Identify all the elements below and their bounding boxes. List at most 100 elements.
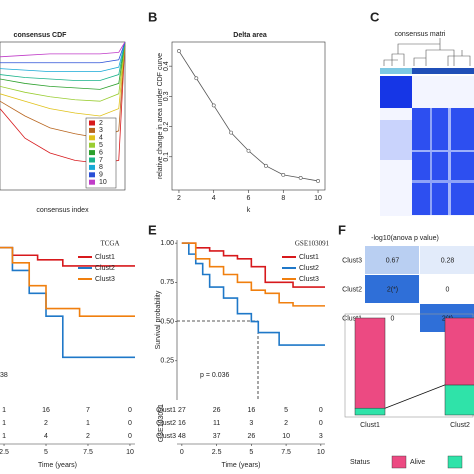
legend-label: Clust3: [95, 276, 115, 283]
legend-swatch: [89, 179, 95, 185]
bar-segment: [354, 407, 386, 416]
x-tick-label: 2.5: [212, 449, 222, 456]
data-line: [0, 41, 126, 81]
x-tick-label: 2.5: [0, 449, 9, 456]
legend-swatch: [89, 127, 95, 133]
data-line: [0, 41, 126, 90]
y-tick-label: 0.2: [163, 122, 170, 132]
risk-count: 27: [178, 407, 186, 414]
risk-count: 5: [284, 407, 288, 414]
x-axis-label: Time (years): [221, 462, 260, 469]
chart-title: -log10(anova p value): [371, 235, 439, 242]
legend-label: Clust3: [299, 276, 319, 283]
bar-segment: [444, 317, 474, 386]
x-tick-label: 10: [317, 449, 325, 456]
consensus-matrix: [380, 38, 474, 216]
risk-row-label: Clust3: [156, 433, 176, 440]
legend-label: 4: [99, 135, 103, 142]
legend-label: Clust2: [95, 265, 115, 272]
risk-count: 0: [128, 420, 132, 427]
risk-count: 16: [178, 420, 186, 427]
data-line: [0, 41, 126, 64]
survival-curve: [181, 242, 325, 307]
risk-count: 2: [284, 420, 288, 427]
cell-label: 2(*): [387, 286, 398, 293]
legend-swatch: [447, 455, 463, 469]
data-line: [178, 50, 319, 182]
risk-count: 1: [2, 407, 6, 414]
x-tick-label: Clust1: [360, 422, 380, 429]
data-point: [177, 49, 181, 53]
legend-swatch: [89, 157, 95, 163]
row-label: Clust3: [342, 257, 362, 264]
plot-frame: [171, 41, 326, 191]
risk-count: 0: [319, 407, 323, 414]
legend-label: 8: [99, 164, 103, 171]
heat-cell: [365, 246, 419, 274]
y-tick-label: 0.1: [163, 152, 170, 162]
legend-swatch: [89, 135, 95, 141]
plot-frame: [0, 41, 126, 191]
legend-swatch: [89, 164, 95, 170]
km-curves: [0, 246, 135, 359]
legend-swatch: [89, 172, 95, 178]
data-line: [0, 41, 126, 58]
chart-title: consensus CDF: [14, 32, 68, 39]
km-curves: [181, 242, 325, 346]
panel-label: C: [370, 9, 380, 24]
annotation: TCGA: [100, 240, 119, 248]
legend-label: Clust1: [95, 254, 115, 261]
x-tick-label: 5: [249, 449, 253, 456]
risk-count: 0: [128, 433, 132, 440]
p-value: 38: [0, 372, 8, 379]
risk-count: 7: [86, 407, 90, 414]
heat-cell: [420, 275, 474, 303]
risk-count: 37: [213, 433, 221, 440]
risk-count: 3: [249, 420, 253, 427]
heat-cell: [365, 275, 419, 303]
data-point: [316, 179, 320, 183]
risk-count: 26: [247, 433, 255, 440]
x-axis-label: k: [247, 207, 251, 214]
risk-count: 16: [42, 407, 50, 414]
data-point: [263, 163, 268, 168]
row-label: Clust2: [342, 286, 362, 293]
row-label: Clust1: [342, 315, 362, 322]
heat-cell: [420, 246, 474, 274]
data-point: [229, 130, 234, 135]
risk-count: 0: [128, 407, 132, 414]
risk-title: GSE103091: [158, 404, 165, 442]
data-point: [281, 172, 286, 177]
risk-count: 0: [319, 420, 323, 427]
x-axis-label: consensus index: [36, 207, 89, 214]
cell-label: 0.67: [386, 257, 400, 264]
x-tick-label: 8: [281, 195, 285, 202]
legend-label: 10: [99, 179, 107, 186]
cell-label: 0: [446, 286, 450, 293]
y-tick-label: 0.75: [160, 279, 174, 286]
risk-count: 1: [2, 433, 6, 440]
data-line: [0, 41, 126, 117]
panel-label: F: [338, 222, 346, 237]
risk-count: 11: [213, 420, 220, 427]
data-point: [211, 103, 216, 108]
x-tick-label: 10: [126, 449, 134, 456]
legend-label: 9: [99, 172, 103, 179]
survival-curve: [0, 246, 135, 359]
survival-curve: [0, 246, 135, 317]
risk-count: 1: [86, 420, 90, 427]
p-value: p = 0.036: [200, 372, 229, 379]
x-axis-label: Time (years): [38, 462, 77, 469]
panel-label: E: [148, 222, 157, 237]
risk-count: 16: [247, 407, 255, 414]
risk-count: 1: [2, 420, 6, 427]
y-tick-label: 1.00: [160, 240, 174, 247]
annotation: GSE103091: [295, 240, 330, 248]
y-axis-label: relative change in area under CDF curve: [157, 53, 164, 179]
data-line: [0, 41, 126, 164]
cell-label: 0.28: [441, 257, 455, 264]
data-line: [0, 41, 126, 139]
y-axis-label: Survival probability: [155, 290, 162, 349]
legend-label: Clust2: [299, 265, 319, 272]
x-tick-label: 4: [212, 195, 216, 202]
